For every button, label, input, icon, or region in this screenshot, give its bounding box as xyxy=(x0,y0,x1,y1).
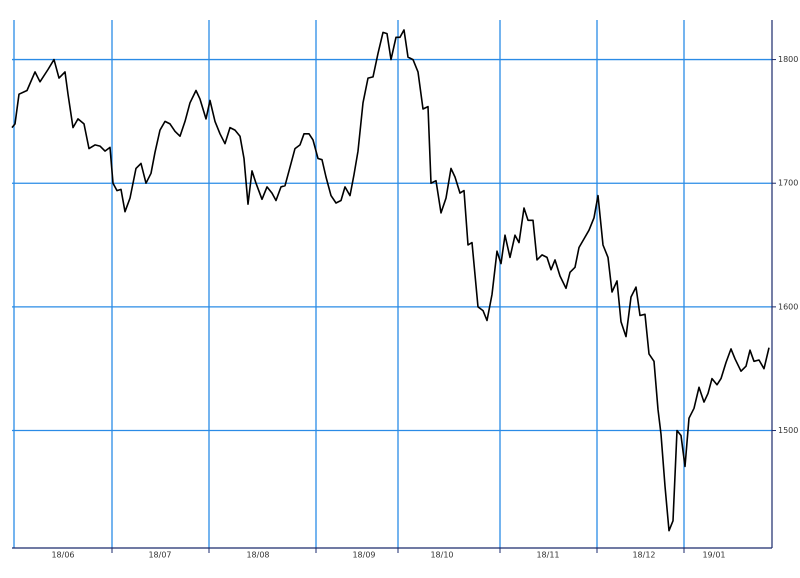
x-tick-label: 18/10 xyxy=(430,551,453,560)
y-tick-label: 1500 xyxy=(778,426,798,435)
y-tick-label: 1600 xyxy=(778,302,798,311)
x-tick-label: 18/09 xyxy=(352,551,375,560)
price-line xyxy=(11,29,770,532)
y-tick-label: 1700 xyxy=(778,179,798,188)
y-tick-label: 1800 xyxy=(778,55,798,64)
x-tick-label: 18/07 xyxy=(148,551,171,560)
x-tick-label: 18/12 xyxy=(632,551,655,560)
x-tick-label: 19/01 xyxy=(702,551,725,560)
x-tick-label: 18/08 xyxy=(246,551,269,560)
x-tick-label: 18/11 xyxy=(536,551,559,560)
x-tick-label: 18/06 xyxy=(51,551,74,560)
